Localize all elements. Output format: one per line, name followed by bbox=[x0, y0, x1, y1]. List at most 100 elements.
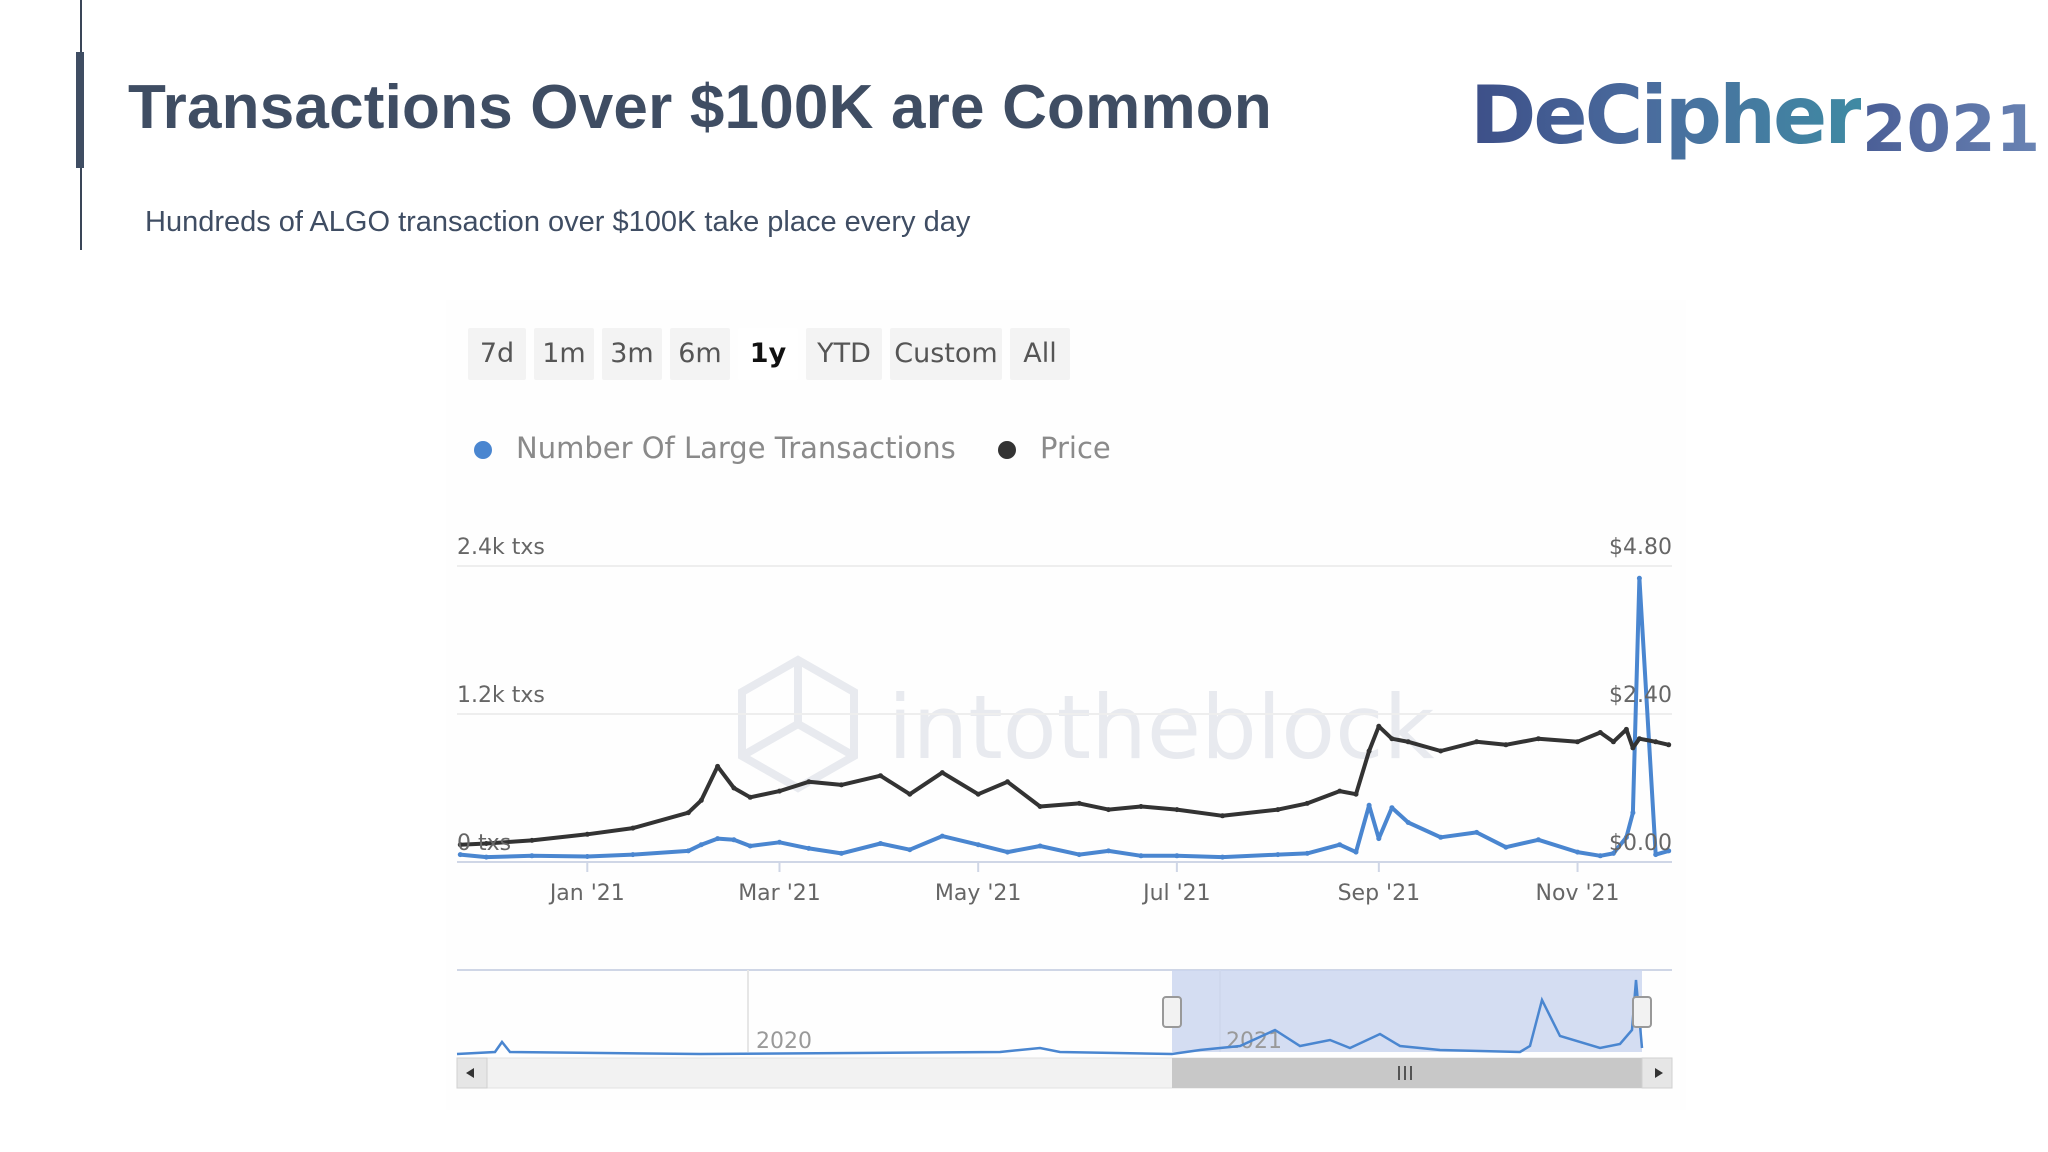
navigator-handle-left[interactable] bbox=[1162, 996, 1182, 1028]
x-tick-label: Jan '21 bbox=[548, 881, 625, 906]
data-point bbox=[878, 841, 883, 846]
data-point bbox=[1438, 834, 1444, 840]
data-point bbox=[1597, 730, 1603, 735]
slide-subtitle: Hundreds of ALGO transaction over $100K … bbox=[145, 206, 971, 238]
scroll-right-button[interactable] bbox=[1641, 1057, 1673, 1089]
data-point bbox=[1636, 736, 1642, 742]
data-point bbox=[1337, 788, 1343, 794]
data-point bbox=[1076, 800, 1082, 806]
data-point bbox=[529, 853, 535, 859]
data-point bbox=[630, 852, 636, 858]
range-button-3m[interactable]: 3m bbox=[602, 328, 662, 380]
range-button-6m[interactable]: 6m bbox=[670, 328, 730, 380]
navigator-label-2020: 2020 bbox=[756, 1029, 812, 1054]
scroll-left-arrow-icon bbox=[466, 1068, 474, 1078]
data-point bbox=[1376, 836, 1382, 842]
data-point bbox=[747, 794, 753, 800]
data-point bbox=[1623, 834, 1629, 840]
data-point bbox=[685, 810, 691, 816]
range-button-7d[interactable]: 7d bbox=[468, 328, 526, 380]
range-button-all[interactable]: All bbox=[1010, 328, 1070, 380]
range-button-1m[interactable]: 1m bbox=[534, 328, 594, 380]
watermark-text: intotheblock bbox=[888, 676, 1435, 779]
data-point bbox=[698, 842, 704, 848]
data-point bbox=[1474, 829, 1480, 835]
legend-dot-blue-icon bbox=[474, 441, 492, 459]
data-point bbox=[584, 831, 590, 837]
navigator-handle-right[interactable] bbox=[1632, 996, 1652, 1028]
data-point bbox=[1610, 850, 1616, 856]
y-left-tick-label: 2.4k txs bbox=[457, 535, 545, 560]
data-point bbox=[939, 770, 945, 776]
x-tick-label: Nov '21 bbox=[1536, 881, 1620, 906]
data-point bbox=[1653, 852, 1659, 858]
x-tick-label: May '21 bbox=[935, 881, 1022, 906]
navigator-label-2021: 2021 bbox=[1226, 1029, 1282, 1054]
data-point bbox=[1076, 852, 1082, 858]
accent-bar bbox=[76, 52, 84, 168]
x-tick-label: Mar '21 bbox=[738, 881, 821, 906]
data-point bbox=[1005, 849, 1010, 855]
data-point bbox=[1666, 742, 1672, 748]
data-point bbox=[838, 850, 844, 856]
data-point bbox=[1304, 850, 1310, 856]
data-point bbox=[777, 839, 782, 845]
scroll-right-arrow-icon bbox=[1655, 1068, 1663, 1078]
data-point bbox=[878, 773, 883, 779]
data-point bbox=[457, 842, 463, 848]
data-point bbox=[715, 763, 721, 769]
range-button-custom[interactable]: Custom bbox=[890, 328, 1002, 380]
data-point bbox=[1575, 849, 1580, 855]
data-point bbox=[1220, 854, 1225, 860]
data-point bbox=[1220, 813, 1225, 819]
data-point bbox=[1376, 723, 1382, 729]
data-point bbox=[457, 852, 463, 858]
scrollbar-thumb[interactable] bbox=[1172, 1058, 1642, 1088]
data-point bbox=[1106, 807, 1111, 813]
y-right-tick-label: $4.80 bbox=[1609, 535, 1672, 560]
data-point bbox=[1503, 844, 1509, 850]
data-point bbox=[975, 791, 981, 797]
legend-label-price: Price bbox=[1040, 431, 1111, 465]
data-point bbox=[1636, 575, 1642, 581]
data-point bbox=[1037, 843, 1043, 849]
data-point bbox=[1666, 848, 1672, 854]
data-point bbox=[747, 843, 753, 849]
decipher-logo: DeCipher 2021 bbox=[1470, 66, 2040, 167]
data-point bbox=[939, 833, 945, 839]
data-point bbox=[1353, 791, 1359, 797]
data-point bbox=[1535, 736, 1541, 742]
accent-line-top bbox=[80, 0, 82, 52]
y-left-tick-label: 1.2k txs bbox=[457, 683, 545, 708]
data-point bbox=[1405, 820, 1411, 825]
data-point bbox=[907, 791, 913, 797]
data-point bbox=[1366, 748, 1372, 754]
slide-title: Transactions Over $100K are Common bbox=[128, 73, 1272, 142]
series-line-transactions bbox=[460, 576, 1670, 860]
logo-word: DeCipher bbox=[1470, 66, 1864, 166]
data-point bbox=[1353, 849, 1359, 855]
data-point bbox=[1535, 837, 1541, 843]
data-point bbox=[907, 847, 913, 853]
data-point bbox=[806, 779, 812, 785]
data-point bbox=[1623, 726, 1629, 732]
data-point bbox=[1389, 805, 1395, 811]
data-point bbox=[1005, 779, 1010, 785]
logo-year: 2021 bbox=[1862, 80, 2040, 180]
data-point bbox=[806, 845, 812, 851]
y-right-tick-label: $2.40 bbox=[1609, 683, 1672, 708]
data-point bbox=[1575, 739, 1580, 745]
data-point bbox=[731, 837, 737, 843]
data-point bbox=[483, 841, 489, 846]
x-tick-label: Jul '21 bbox=[1141, 881, 1211, 906]
watermark-logo-icon bbox=[738, 655, 858, 793]
data-point bbox=[584, 854, 590, 859]
data-point bbox=[1653, 739, 1659, 745]
data-point bbox=[685, 848, 691, 854]
data-point bbox=[1405, 739, 1411, 745]
data-point bbox=[777, 788, 782, 794]
legend-label-transactions: Number Of Large Transactions bbox=[516, 431, 956, 465]
range-button-1y[interactable]: 1y bbox=[738, 328, 798, 380]
range-button-ytd[interactable]: YTD bbox=[806, 328, 882, 380]
